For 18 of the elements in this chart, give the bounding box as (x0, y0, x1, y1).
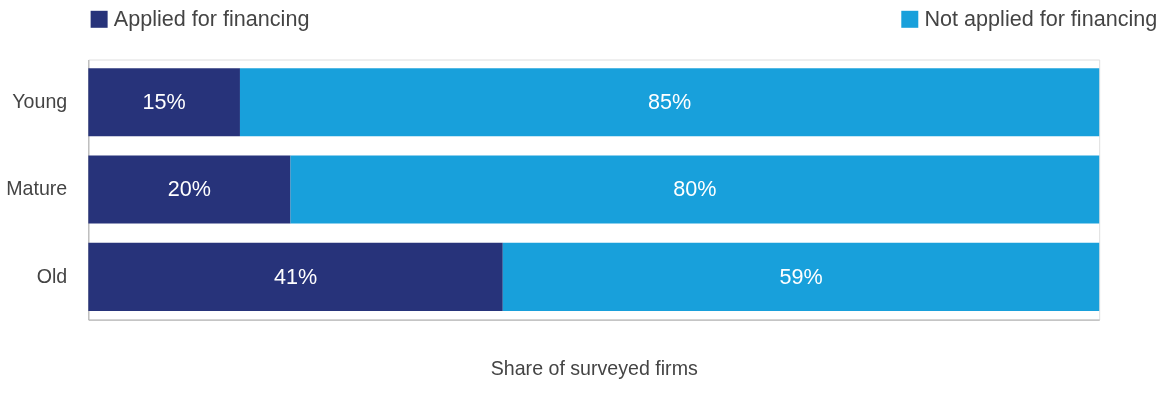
data-label: 85% (647, 89, 692, 115)
bar (502, 242, 1100, 311)
bar (88, 242, 503, 311)
legend-label: Applied for financing (113, 6, 310, 32)
data-label: 80% (673, 176, 717, 202)
data-label: 15% (142, 89, 186, 115)
bar (88, 68, 240, 137)
y-tick-label: Old (36, 264, 68, 287)
data-label: 41% (273, 263, 318, 289)
data-label: 59% (779, 263, 823, 289)
data-label: 20% (167, 176, 212, 202)
bar (239, 68, 1100, 137)
bar (88, 155, 291, 224)
x-axis-title: Share of surveyed firms (490, 357, 698, 380)
bar (290, 155, 1100, 224)
legend-label: Not applied for financing (924, 6, 1158, 32)
y-tick-label: Young (12, 90, 68, 113)
y-tick-label: Mature (6, 177, 68, 200)
